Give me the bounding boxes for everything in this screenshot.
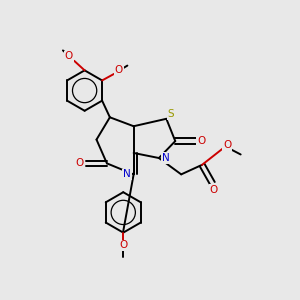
Text: O: O [223, 140, 231, 150]
Text: O: O [197, 136, 206, 146]
Text: N: N [123, 169, 131, 179]
Text: O: O [65, 51, 73, 62]
Text: O: O [119, 240, 128, 250]
Text: O: O [115, 65, 123, 75]
Text: O: O [210, 185, 218, 195]
Text: O: O [75, 158, 84, 168]
Text: S: S [167, 109, 174, 119]
Text: N: N [162, 153, 169, 163]
